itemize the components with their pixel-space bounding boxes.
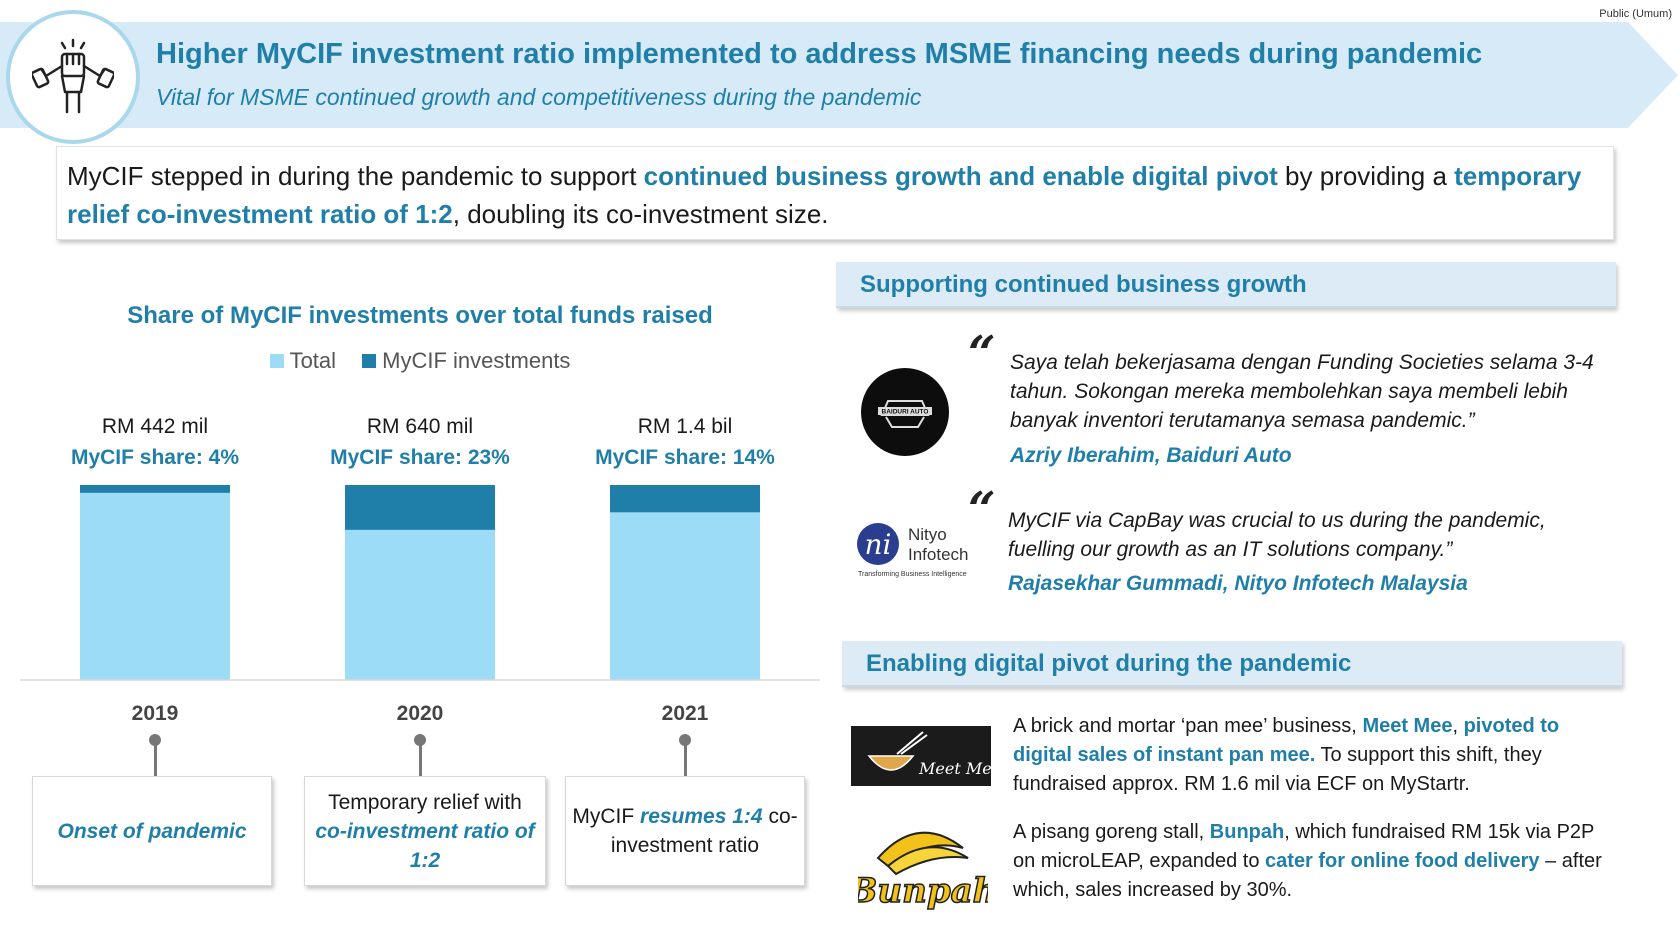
header-banner — [0, 22, 1678, 128]
meet-mee-logo-text: Meet Mee — [918, 759, 991, 778]
pivot-2-h1: Bunpah — [1209, 821, 1285, 843]
timeline-text-post: co-investment ratio — [610, 805, 798, 857]
timeline-box-text: MyCIF resumes 1:4 co-investment ratio — [572, 802, 798, 860]
intro-part3: , doubling its co-investment size. — [452, 199, 829, 229]
pivot-section-heading: Enabling digital pivot during the pandem… — [842, 641, 1622, 687]
timeline-text-highlight: Onset of pandemic — [57, 819, 247, 843]
bar-mycif-2021 — [610, 485, 760, 513]
intro-part1: MyCIF stepped in during the pandemic to … — [67, 161, 644, 191]
intro-text: MyCIF stepped in during the pandemic to … — [67, 157, 1603, 233]
pivot-1-h1: Meet Mee — [1362, 715, 1453, 737]
nityo-logo-name1: Nityo — [908, 525, 947, 544]
timeline-text-pre: MyCIF — [572, 805, 641, 828]
pivot-text-2: A pisang goreng stall, Bunpah, which fun… — [1013, 818, 1613, 905]
pivot-2-t2: , which fundraised RM 15k via P2P on mic… — [1013, 821, 1595, 872]
timeline-connector — [683, 740, 687, 776]
pivot-2-t1: A pisang goreng stall, — [1013, 821, 1210, 843]
chart-legend: Total MyCIF investments — [20, 348, 820, 374]
pivot-2-h2: cater for online food delivery — [1265, 850, 1540, 872]
pivot-1-t1: A brick and mortar ‘pan mee’ business, — [1013, 715, 1363, 737]
share-label-2021: MyCIF share: 14% — [595, 446, 775, 469]
quote-text-2: MyCIF via CapBay was crucial to us durin… — [1008, 509, 1546, 561]
legend-item-total: Total — [269, 348, 337, 374]
timeline-text-pre: Temporary relief with — [328, 790, 522, 814]
pivot-1-t3: To support this shift, they fundraised a… — [1013, 744, 1542, 795]
bunpah-logo-text: Bunpah — [858, 871, 988, 911]
page-title: Higher MyCIF investment ratio implemente… — [156, 38, 1483, 70]
total-label-2019: RM 442 mil — [102, 415, 208, 438]
share-label-2020: MyCIF share: 23% — [330, 446, 510, 469]
timeline-text-highlight: co-investment ratio of 1:2 — [315, 819, 535, 872]
bunpah-logo: Bunpah — [847, 818, 998, 923]
quote-author-1: Azriy Iberahim, Baiduri Auto — [1010, 444, 1292, 467]
nityo-logo-name2: Infotech — [908, 545, 969, 564]
bar-mycif-2019 — [80, 485, 230, 493]
timeline-box: Onset of pandemic — [32, 776, 272, 886]
x-tick-label-2019: 2019 — [132, 702, 179, 725]
pivot-1-h2: pivoted to digital sales of instant pan … — [1013, 715, 1560, 766]
intro-part2: by providing a — [1277, 161, 1455, 191]
legend-label-mycif: MyCIF investments — [382, 348, 571, 373]
quote-mark-icon: “ — [968, 326, 996, 382]
bar-total-2019 — [80, 485, 230, 680]
intro-highlight-2: temporary relief co-investment ratio of … — [67, 161, 1582, 229]
chart-title: Share of MyCIF investments over total fu… — [127, 302, 713, 329]
page-subtitle: Vital for MSME continued growth and comp… — [156, 84, 922, 110]
svg-text:ni: ni — [865, 528, 892, 561]
timeline-box-text: Temporary relief with co-investment rati… — [311, 788, 539, 875]
bar-total-2021 — [610, 485, 760, 680]
legend-item-mycif: MyCIF investments — [362, 348, 570, 374]
intro-box: MyCIF stepped in during the pandemic to … — [56, 146, 1614, 240]
timeline-text-highlight: resumes 1:4 — [640, 805, 763, 828]
nityo-infotech-logo: ni Nityo Infotech Transforming Business … — [856, 518, 976, 580]
timeline-box: MyCIF resumes 1:4 co-investment ratio — [565, 776, 805, 886]
quote-mark-icon: “ — [968, 482, 996, 538]
x-tick-label-2020: 2020 — [397, 702, 444, 725]
raised-fist-icon — [6, 10, 140, 144]
x-tick-label-2021: 2021 — [662, 702, 709, 725]
intro-highlight-1: continued business growth and enable dig… — [643, 161, 1278, 191]
bar-mycif-2020 — [345, 485, 495, 530]
legend-label-total: Total — [289, 348, 337, 373]
bar-chart: RM 442 mil MyCIF share: 4% 2019 RM 640 mil M… — [20, 415, 820, 725]
timeline-box-text: Onset of pandemic — [57, 817, 246, 846]
quote-text-1: Saya telah bekerjasama dengan Funding So… — [1010, 351, 1594, 432]
timeline-connector — [418, 740, 422, 776]
baiduri-logo-text: BAIDURI AUTO — [882, 409, 929, 416]
total-label-2020: RM 640 mil — [367, 415, 473, 438]
meet-mee-logo: Meet Mee — [851, 726, 1001, 791]
growth-section-heading: Supporting continued business growth — [836, 262, 1616, 308]
quote-author-2: Rajasekhar Gummadi, Nityo Infotech Malay… — [1008, 572, 1468, 595]
pivot-2-t3: – after which, sales increased by 30%. — [1013, 850, 1602, 901]
total-label-2021: RM 1.4 bil — [638, 415, 733, 438]
legend-swatch-total — [269, 353, 284, 368]
nityo-logo-tagline: Transforming Business Intelligence — [858, 571, 967, 578]
banner-arrow-shape — [0, 22, 1678, 128]
pivot-text-1: A brick and mortar ‘pan mee’ business, M… — [1013, 712, 1613, 799]
baiduri-auto-logo: BAIDURI AUTO — [860, 367, 950, 462]
share-label-2019: MyCIF share: 4% — [71, 446, 239, 469]
pivot-1-t2: , — [1452, 715, 1464, 737]
timeline-connector — [153, 740, 157, 776]
legend-swatch-mycif — [362, 353, 377, 368]
timeline-box: Temporary relief with co-investment rati… — [304, 776, 546, 886]
classification-label: Public (Umum) — [1599, 8, 1672, 20]
